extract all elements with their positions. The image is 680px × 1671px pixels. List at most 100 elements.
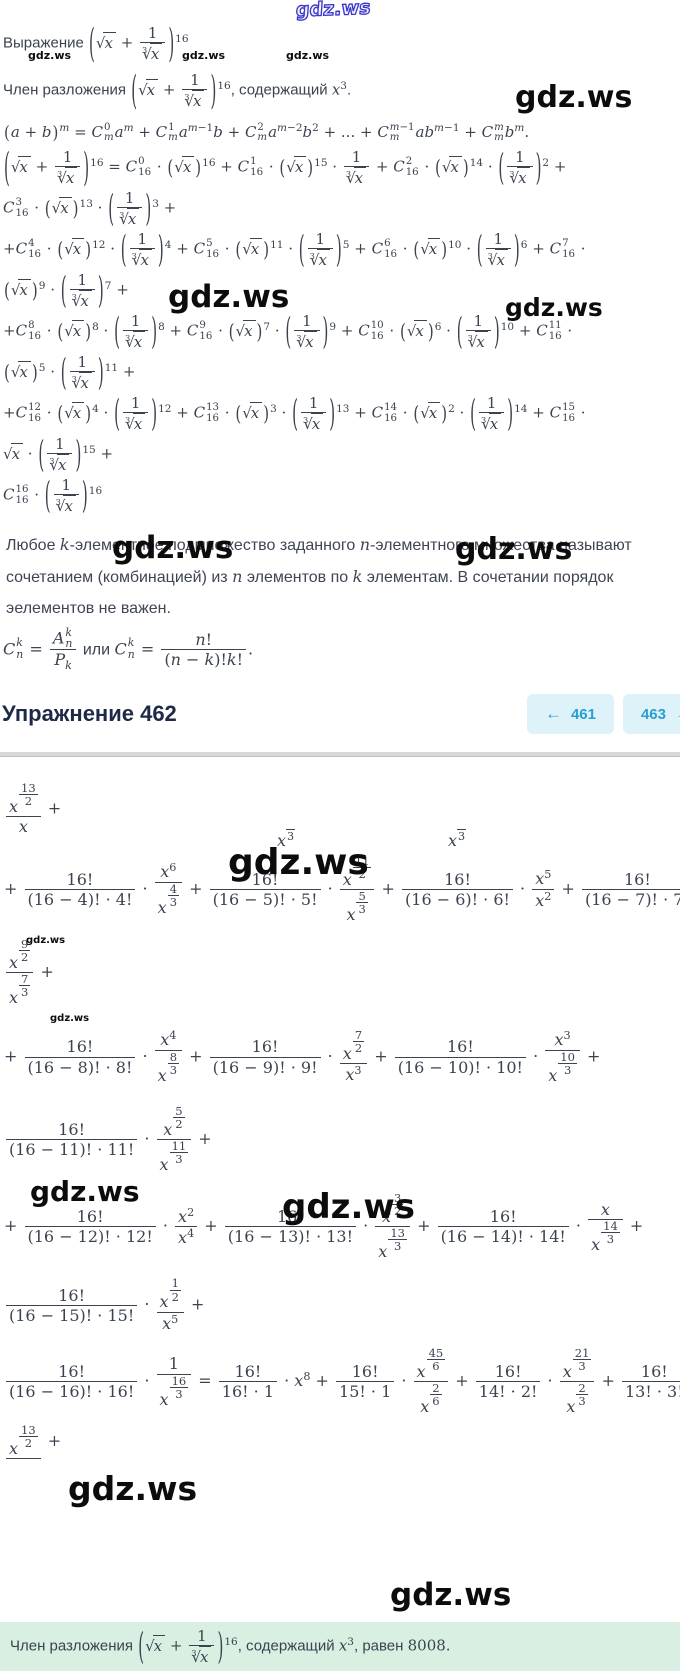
answer-text: Член разложения (√x + 1 3√x)16, содержащи… <box>10 1624 451 1668</box>
sqrt-icon: √ <box>481 415 491 434</box>
sqrt-icon: √ <box>95 33 106 52</box>
root-index: 3 <box>124 414 131 425</box>
exp6: (√x)5 · (1 3√x)11 + <box>4 350 136 394</box>
watermark-text: gdz.ws <box>390 1577 512 1613</box>
big-paren: ( <box>89 19 95 67</box>
radical: √x <box>11 155 31 176</box>
root-index: 3 <box>57 168 63 179</box>
big-paren: ( <box>434 155 441 180</box>
big-paren: ) <box>217 1624 224 1668</box>
radical: 3√x <box>346 167 367 188</box>
sqrt-icon: √ <box>71 292 82 311</box>
sqrt-icon: √ <box>125 333 135 352</box>
big-paren: ) <box>441 401 448 426</box>
big-paren: ) <box>157 227 164 271</box>
big-paren: ( <box>228 319 235 344</box>
binom: (a + b)m = C 0 m am + C 1 m am−1b + C 2 m am−2b2 … <box>4 121 530 144</box>
big-paren: ) <box>195 155 202 180</box>
exp4: (√x)9 · (1 3√x)7 + <box>4 268 129 312</box>
prev-exercise-label: 461 <box>570 705 596 723</box>
sqrt-icon: √ <box>55 497 66 516</box>
root-index: 3 <box>131 250 137 261</box>
radical: 3√x <box>49 454 70 474</box>
exp3: +C 4 16 · (√x)12 · (1 3√x)4 + C 5 16 · (√x)11… <box>3 227 586 271</box>
exercise-formula-lines: x 13 2 x + + 16! (16 − 4)! · 4! · x6 x 4 3 + 16!… <box>4 782 680 1460</box>
big-paren: ) <box>322 309 329 353</box>
big-paren: ) <box>263 237 270 262</box>
big-paren: ( <box>285 309 292 353</box>
radical: √x <box>420 401 441 422</box>
ex-l2: + 16! (16 − 4)! · 4! · x6 x 4 3 + 16! (16 − 5… <box>4 854 680 924</box>
radical: √x <box>286 155 307 176</box>
root-index: 3 <box>71 291 77 302</box>
big-paren: ( <box>167 155 174 180</box>
big-paren: ) <box>513 227 520 271</box>
big-paren: ( <box>114 309 120 353</box>
big-paren: ) <box>81 473 88 517</box>
big-paren: ) <box>75 432 82 476</box>
page-title: Упражнение 462 <box>2 701 177 727</box>
ex-l7: 16! (16 − 15)! · 15! · x 1 2 x5 + <box>4 1277 680 1333</box>
radical: 3√x <box>125 331 146 352</box>
sqrt-icon: √ <box>142 45 152 63</box>
root-index: 3 <box>184 91 190 102</box>
big-paren: ( <box>44 473 51 517</box>
radical: 3√x <box>57 167 78 187</box>
prev-exercise-button[interactable]: ← 461 <box>526 694 614 735</box>
root-index: 3 <box>119 209 125 220</box>
exp2: C 3 16 · (√x)13 · (1 3√x)3 + <box>3 186 177 230</box>
big-paren: ) <box>151 309 158 353</box>
watermark-text: gdz.ws <box>294 0 372 22</box>
sqrt-icon: √ <box>235 321 246 340</box>
radical: √x <box>407 319 427 340</box>
formula-fragment: x3 <box>277 829 296 851</box>
big-paren: ) <box>72 196 79 221</box>
sqrt-icon: √ <box>467 333 478 352</box>
radical: 3√x <box>303 413 324 433</box>
solution-section: Выражение (√x + 1 3√x)16 Член разложения (… <box>0 20 680 672</box>
sqrt-icon: √ <box>3 444 13 463</box>
big-paren: ( <box>279 155 286 180</box>
ex-l1: x 13 2 x + <box>4 782 680 836</box>
exp5: +C 8 16 · (√x)8 · (1 3√x)8 + C 9 16 · (√x)7 ·… <box>3 309 573 353</box>
big-paren: ) <box>210 66 217 114</box>
big-paren: ) <box>329 391 336 435</box>
next-exercise-button[interactable]: 463 → <box>622 694 680 735</box>
big-paren: ) <box>31 360 38 385</box>
sqrt-icon: √ <box>51 198 62 217</box>
radical: 3√x <box>480 413 502 434</box>
ex-l5: 16! (16 − 11)! · 11! · x 5 2 x 11 3 + <box>4 1105 680 1174</box>
sqrt-icon: √ <box>64 403 74 422</box>
sqrt-icon: √ <box>309 251 320 270</box>
big-paren: ( <box>38 432 45 476</box>
sqrt-icon: √ <box>10 362 21 381</box>
ex-l8: 16! (16 − 16)! · 16! · 1 x 16 3 = 16! 16! · 1… <box>4 1347 680 1416</box>
big-paren: ( <box>120 227 127 271</box>
root-index: 3 <box>487 250 493 261</box>
root-index: 3 <box>142 44 148 55</box>
radical: 3√x <box>71 290 92 311</box>
radical: √x <box>10 360 31 381</box>
radical: √x <box>64 401 85 422</box>
big-paren: ( <box>60 268 67 312</box>
sqrt-icon: √ <box>420 239 430 258</box>
radical: √x <box>235 319 256 340</box>
sqrt-icon: √ <box>296 333 307 352</box>
big-paren: ( <box>235 401 242 426</box>
radical: 3√x <box>191 1646 212 1666</box>
ex-l4: + 16! (16 − 8)! · 8! · x4 x 8 3 + 16! (16 − 9… <box>4 1028 601 1085</box>
big-paren: ( <box>131 66 138 114</box>
right-arrow-icon: → <box>675 704 680 724</box>
big-paren: ) <box>151 391 158 435</box>
big-paren: ( <box>470 391 476 435</box>
sqrt-icon: √ <box>64 239 74 258</box>
big-paren: ( <box>476 227 483 271</box>
radical: 3√x <box>487 249 508 269</box>
sqrt-icon: √ <box>346 169 356 188</box>
big-paren: ( <box>413 401 420 426</box>
root-index: 3 <box>480 414 487 425</box>
radical: √x <box>242 237 263 258</box>
big-paren: ( <box>298 227 305 271</box>
radical: √x <box>138 78 159 99</box>
